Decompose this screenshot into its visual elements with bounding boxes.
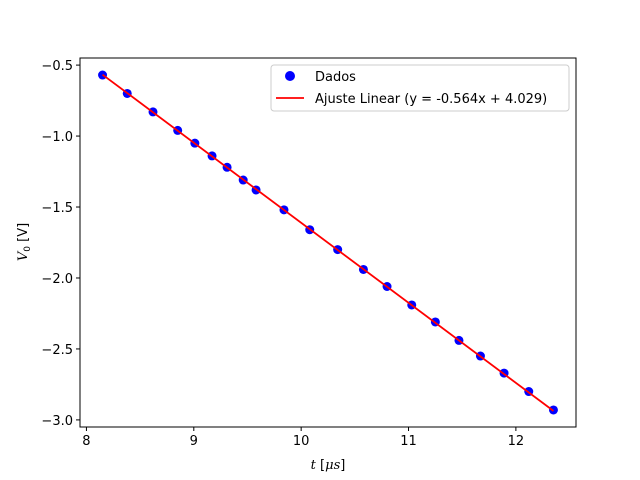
y-tick-label: −2.5 — [41, 343, 73, 358]
x-tick-label: 9 — [190, 434, 198, 449]
x-tick-label: 12 — [508, 434, 525, 449]
y-tick-label: −1.0 — [41, 130, 73, 145]
legend-box — [270, 64, 570, 112]
legend: Dados Ajuste Linear (y = -0.564x + 4.029… — [270, 64, 570, 112]
y-tick-label: −1.5 — [41, 201, 73, 216]
x-tick-label: 11 — [400, 434, 417, 449]
legend-label-ajuste: Ajuste Linear (y = -0.564x + 4.029) — [315, 92, 547, 107]
plot-frame — [79, 57, 577, 428]
y-axis: −0.5 −1.0 −1.5 −2.0 −2.5 −3.0 — [41, 59, 80, 429]
x-axis-label: t [μs] — [311, 458, 346, 473]
legend-label-dados: Dados — [315, 70, 356, 85]
legend-marker-dados — [285, 71, 295, 81]
x-axis: 8 9 10 11 12 — [82, 427, 524, 449]
plot-area — [98, 70, 558, 415]
x-tick-label: 8 — [82, 434, 90, 449]
y-tick-label: −0.5 — [41, 59, 73, 74]
y-tick-label: −3.0 — [41, 414, 73, 429]
x-tick-label: 10 — [293, 434, 310, 449]
y-tick-label: −2.0 — [41, 272, 73, 287]
fit-line — [102, 73, 554, 412]
y-axis-label: V0 [V] — [16, 223, 33, 261]
